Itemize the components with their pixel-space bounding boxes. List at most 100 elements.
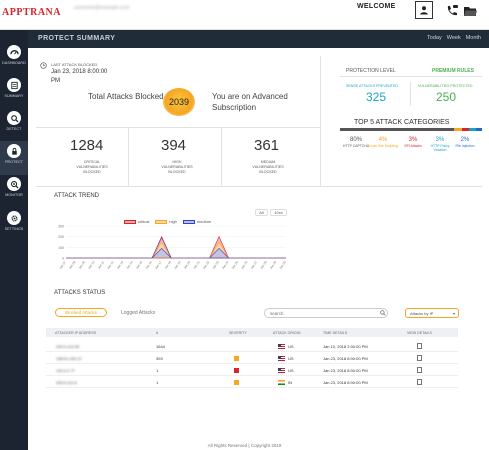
tab-today[interactable]: Today (427, 35, 442, 41)
tab-logged-attacks[interactable]: Logged Attacks (121, 310, 156, 316)
tab-month[interactable]: Month (465, 35, 481, 41)
view-details-icon[interactable] (417, 367, 422, 373)
divider (320, 56, 321, 186)
top5-item: 80% HTTP CAPTCHA (341, 137, 371, 148)
sidebar-item-summary[interactable]: SUMMARY (0, 75, 28, 109)
legend-swatch (155, 219, 168, 224)
x-tick-label: Jan 19 (173, 260, 182, 270)
page-banner: PROTECT SUMMARY Today Week Month (28, 30, 489, 48)
legend-swatch (124, 219, 136, 224)
attacks-status-title: ATTACKS STATUS (54, 290, 106, 296)
tab-blocked-attacks[interactable]: Blocked Attacks (55, 308, 107, 317)
col-time[interactable]: TIME DETAILS (323, 331, 348, 335)
attacks-filter-value: Attacks by IP (410, 310, 434, 316)
us-flag-icon (278, 356, 285, 361)
us-flag-icon (278, 344, 285, 349)
high-label: HIGH VULNERABILITIES BLOCKED (161, 160, 193, 174)
search-icon[interactable] (380, 310, 386, 316)
x-tick-label: Jan 12 (106, 260, 115, 270)
trend-range-button[interactable]: 10xx (270, 209, 287, 216)
x-tick-label: Jan 18 (164, 260, 173, 270)
app-logo[interactable]: APPTRANA (2, 7, 61, 18)
sidebar: DASHBOARD SUMMARY DETECT PROTECT MONITOR… (0, 30, 28, 450)
table-row[interactable]: 198.51.100.12 393 US Jan 23, 2018 8:00:00 P… (46, 352, 458, 364)
search-input[interactable] (264, 308, 388, 318)
user-icon (420, 6, 428, 15)
sidebar-item-label: DETECT (6, 127, 22, 131)
col-ip[interactable]: ATTACKER IP ADDRESS (55, 331, 97, 335)
subscription-text: You are on Advanced Subscription (212, 92, 288, 112)
in-flag-icon (278, 380, 285, 385)
top5-label: HTTP Policy Violation (430, 144, 450, 153)
ip-cell: 203.0.113.45 (56, 344, 80, 349)
legend-item-medium[interactable]: medium (182, 219, 211, 224)
x-tick-label: Jan 23 (211, 260, 220, 270)
top5-item: 4% Cross Site Scripting (368, 137, 398, 148)
lock-icon (11, 147, 17, 155)
count-cell: 1644 (156, 344, 165, 349)
sidebar-item-label: MONITOR (5, 193, 23, 197)
sensed-value: 325 (366, 90, 387, 104)
view-details-icon[interactable] (417, 379, 422, 385)
col-count[interactable]: # (156, 331, 158, 335)
footer-text: All Rights Reserved | Copyright 2018 (207, 443, 282, 448)
x-tick-label: Jan 08 (68, 260, 77, 270)
phone-support-icon[interactable] (444, 4, 460, 18)
view-details-icon[interactable] (417, 355, 422, 361)
top-bar: APPTRANA someone@example.com WELCOME (0, 0, 489, 30)
table-row[interactable]: 203.0.113.45 1644 US Jan 10, 2018 2:00:00 P… (46, 340, 458, 352)
high-value: 394 (161, 137, 187, 154)
x-tick-label: Jan 14 (125, 260, 134, 270)
legend-item-high[interactable]: high (155, 219, 177, 224)
x-tick-label: Jan 25 (231, 260, 240, 270)
attacks-filter-select[interactable]: Attacks by IP ▾ (405, 308, 459, 318)
medium-value: 361 (254, 137, 280, 154)
origin-cell: US (288, 344, 294, 349)
critical-value: 1284 (70, 137, 104, 154)
last-attack-time: Jan 23, 2018 8:00:00 PM (51, 69, 108, 84)
sidebar-item-label: DASHBOARD (2, 61, 26, 65)
x-tick-label: Jan 10 (87, 260, 96, 270)
table-row[interactable]: 203.0.113.9 1 IN Jan 23, 2018 8:00:00 PM (46, 376, 458, 388)
top5-item: 3% SPI Attacks (398, 137, 428, 148)
sidebar-item-settings[interactable]: SETTINGS (0, 208, 28, 242)
monitor-icon (10, 180, 19, 189)
total-attacks-value: 2039 (168, 97, 190, 107)
vuln-label: VULNERABILITIES PROTECTED (418, 84, 473, 88)
legend-item-critical[interactable]: critical (124, 219, 149, 224)
y-tick-label: 0 (62, 257, 64, 261)
tab-week[interactable]: Week (446, 35, 461, 41)
top5-label: SPI Attacks (404, 144, 422, 148)
x-tick-label: Jan 20 (183, 260, 192, 270)
dashboard-icon (9, 49, 19, 55)
top5-pct: 2% (460, 137, 470, 143)
sidebar-item-protect[interactable]: PROTECT (0, 141, 28, 175)
table-row[interactable]: 192.0.2.77 1 US Jan 23, 2018 8:00:00 PM (46, 364, 458, 376)
top5-bar (340, 128, 482, 131)
divider (36, 127, 320, 128)
sidebar-item-monitor[interactable]: MONITOR (0, 174, 28, 208)
x-tick-label: Jan 07 (58, 260, 67, 270)
sidebar-item-detect[interactable]: DETECT (0, 108, 28, 142)
time-cell: Jan 10, 2018 2:00:00 PM (323, 344, 368, 349)
last-attack-label: LAST ATTACK BLOCKED (51, 62, 98, 67)
x-tick-label: Jan 21 (192, 260, 201, 270)
trend-all-button[interactable]: All (255, 209, 268, 216)
attack-trend-chart: 0 100 200 300 Jan 07 Jan 08 Jan 09 Jan 10 Jan 11… (58, 225, 287, 270)
severity-indicator (234, 356, 239, 361)
origin-cell: US (288, 356, 294, 361)
legend-label: high (169, 219, 177, 224)
protection-title: PROTECTION LEVEL (346, 68, 396, 74)
sidebar-item-dashboard[interactable]: DASHBOARD (0, 42, 28, 76)
legend-label: critical (138, 219, 150, 224)
view-details-icon[interactable] (417, 343, 422, 349)
x-tick-label: Jan 26 (240, 260, 249, 270)
folder-icon[interactable] (462, 4, 478, 18)
col-severity[interactable]: SEVERITY (229, 331, 247, 335)
top5-pct: 80% (349, 137, 362, 143)
critical-label: CRITICAL VULNERABILITIES BLOCKED (76, 160, 108, 174)
user-menu-button[interactable] (415, 1, 433, 19)
col-view[interactable]: VIEW DETAILS (407, 331, 432, 335)
col-origin[interactable]: ATTACK ORIGIN (273, 331, 301, 335)
top5-pct: 4% (378, 137, 388, 143)
